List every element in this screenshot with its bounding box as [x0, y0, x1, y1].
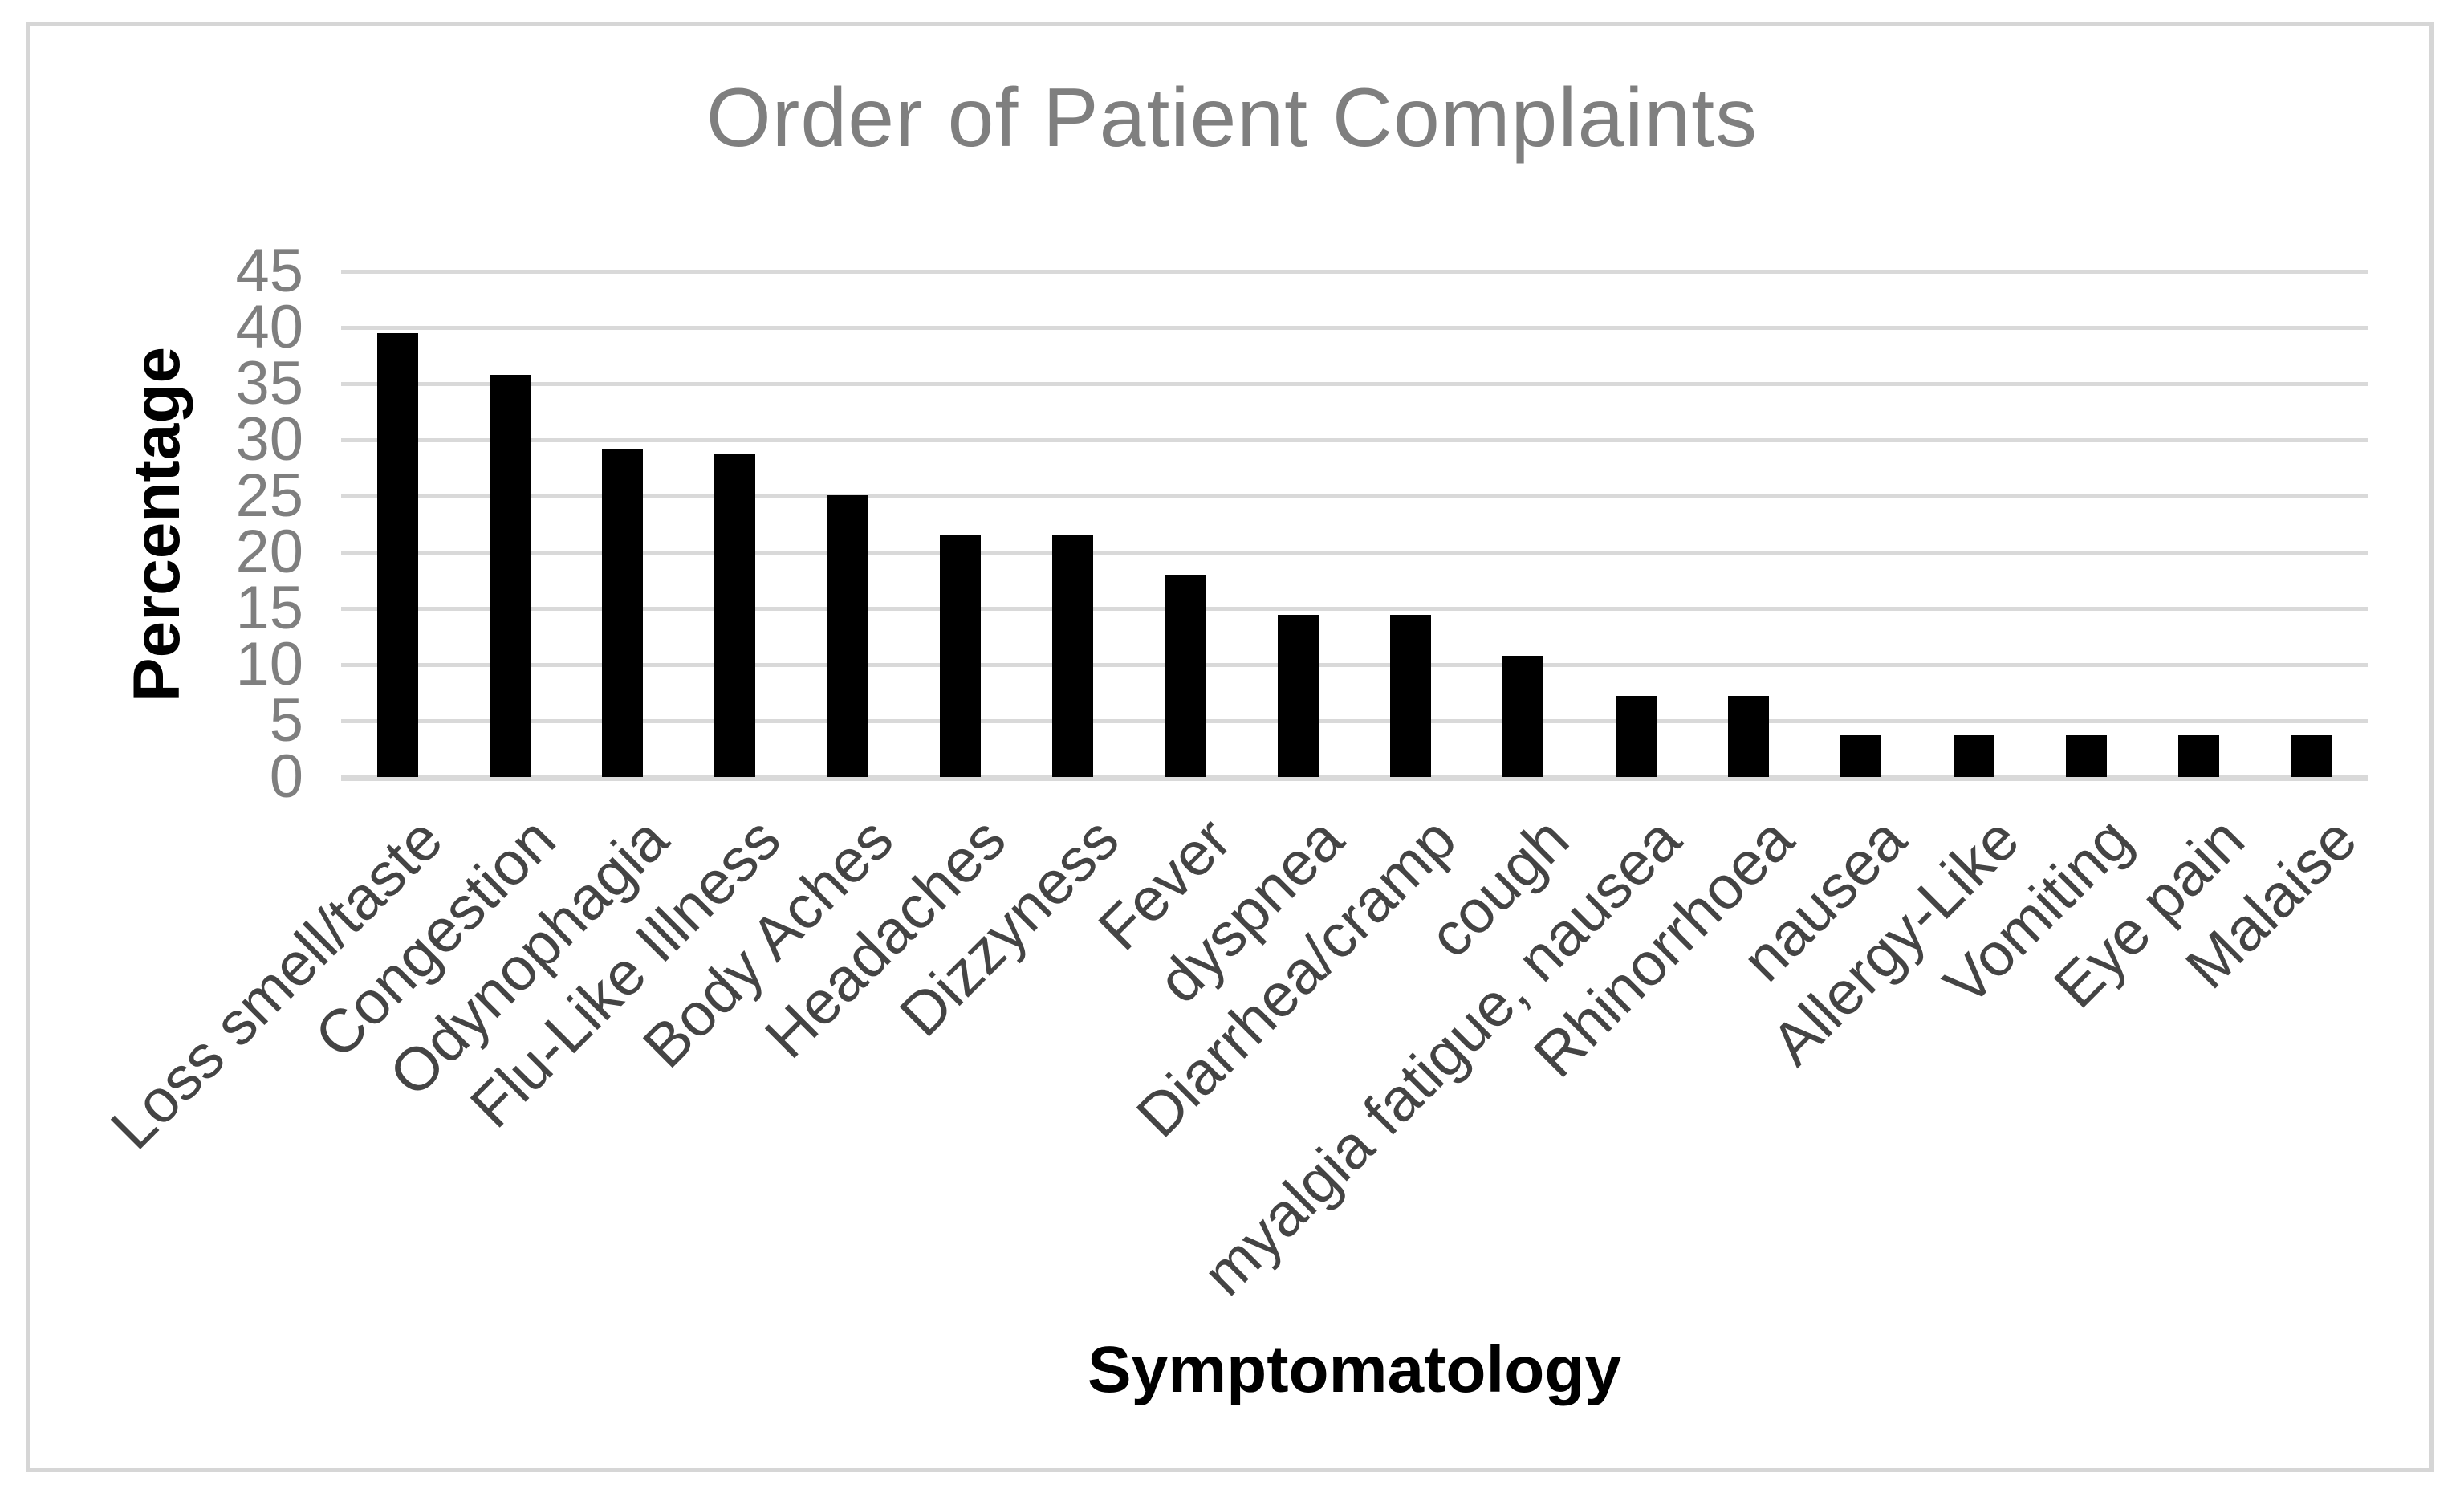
- y-tick-label-15: 15: [235, 574, 303, 642]
- y-tick-label-35: 35: [235, 349, 303, 417]
- y-tick-label-45: 45: [235, 237, 303, 305]
- gridline-15: [341, 607, 2368, 611]
- y-tick-label-30: 30: [235, 405, 303, 474]
- chart-title: Order of Patient Complaints: [705, 71, 1759, 165]
- gridline-20: [341, 551, 2368, 555]
- bar-headaches: [940, 535, 982, 777]
- y-tick-label-25: 25: [235, 462, 303, 530]
- bar-fever: [1165, 575, 1206, 777]
- gridline-45: [341, 270, 2368, 274]
- bar-flu-like-illness: [714, 454, 756, 777]
- bar-nausea: [1840, 735, 1882, 777]
- x-axis-title: Symptomatology: [1087, 1333, 1622, 1406]
- gridline-25: [341, 494, 2368, 498]
- bar-allergy-like: [1953, 735, 1994, 777]
- bar-loss-smell-taste: [376, 333, 418, 777]
- x-axis-baseline: [341, 775, 2368, 781]
- y-tick-label-20: 20: [235, 518, 303, 586]
- gridline-35: [341, 382, 2368, 386]
- bar-myalgia-fatigue-nausea: [1615, 696, 1657, 777]
- chart-outer-border: [26, 22, 2434, 1472]
- y-tick-label-40: 40: [235, 293, 303, 361]
- y-axis-title: Percentage: [120, 346, 193, 702]
- bar-cough: [1502, 655, 1544, 777]
- bar-odynophagia: [602, 449, 644, 777]
- gridline-30: [341, 438, 2368, 442]
- bar-rhinorrhoea: [1727, 696, 1769, 777]
- bar-eye-pain: [2178, 735, 2220, 777]
- bar-congestion: [489, 374, 531, 777]
- bar-malaise: [2291, 735, 2332, 777]
- y-tick-label-10: 10: [235, 630, 303, 698]
- bar-dizzyness: [1052, 535, 1094, 777]
- gridline-10: [341, 663, 2368, 667]
- gridline-40: [341, 326, 2368, 330]
- y-tick-label-5: 5: [269, 686, 303, 755]
- y-tick-label-0: 0: [269, 742, 303, 811]
- bar-vomiting: [2065, 735, 2107, 777]
- bar-diarrhea-cramp: [1390, 615, 1432, 777]
- bar-dyspnea: [1277, 615, 1319, 777]
- gridline-5: [341, 719, 2368, 723]
- bar-body-aches: [827, 494, 868, 777]
